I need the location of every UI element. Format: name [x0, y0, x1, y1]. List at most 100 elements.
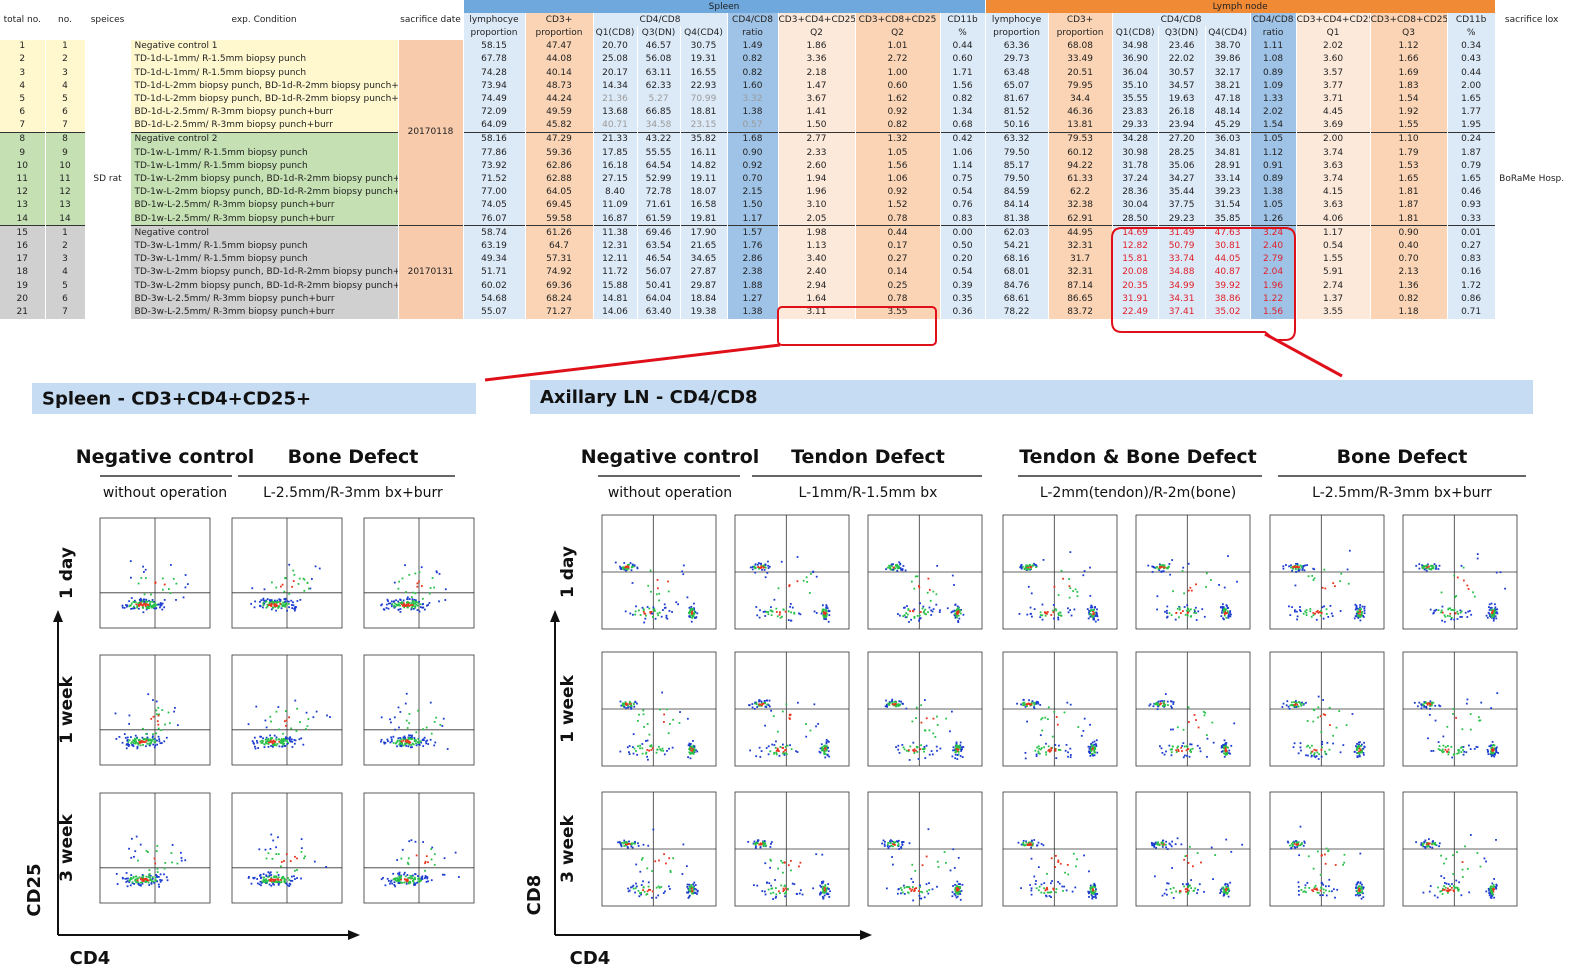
event-dot [929, 754, 931, 756]
event-dot [913, 588, 915, 590]
event-dot [652, 747, 654, 749]
event-dot [789, 717, 791, 719]
event-dot [415, 601, 417, 603]
event-dot [1094, 752, 1096, 754]
event-dot [1070, 704, 1072, 706]
event-dot [1462, 749, 1464, 751]
event-dot [1311, 575, 1313, 577]
event-dot [1155, 847, 1157, 849]
event-dot [633, 566, 635, 568]
event-dot [767, 613, 769, 615]
event-dot [1072, 590, 1074, 592]
event-dot [656, 593, 658, 595]
event-dot [1491, 614, 1493, 616]
event-dot [291, 738, 293, 740]
event-dot [1220, 615, 1222, 617]
event-dot [316, 711, 318, 713]
event-dot [920, 744, 922, 746]
event-dot [157, 720, 159, 722]
event-dot [1295, 563, 1297, 565]
event-dot [883, 840, 885, 842]
event-dot [1307, 755, 1309, 757]
event-dot [1218, 584, 1220, 586]
event-dot [1225, 617, 1227, 619]
event-dot [1164, 565, 1166, 567]
event-dot [687, 892, 689, 894]
event-dot [646, 756, 648, 758]
event-dot [291, 586, 293, 588]
event-dot [1298, 894, 1300, 896]
event-dot [650, 570, 652, 572]
event-dot [143, 601, 145, 603]
event-dot [900, 887, 902, 889]
event-dot [668, 885, 670, 887]
event-dot [670, 871, 672, 873]
event-dot [1490, 888, 1492, 890]
event-dot [683, 565, 685, 567]
event-dot [1360, 881, 1362, 883]
event-dot [1157, 708, 1159, 710]
event-dot [288, 885, 290, 887]
event-dot [171, 862, 173, 864]
event-dot [1463, 754, 1465, 756]
event-dot [1293, 701, 1295, 703]
event-dot [826, 741, 828, 743]
event-dot [691, 621, 693, 623]
event-dot [443, 718, 445, 720]
event-dot [909, 888, 911, 890]
event-dot [164, 862, 166, 864]
event-dot [938, 866, 940, 868]
event-dot [630, 846, 632, 848]
event-dot [286, 743, 288, 745]
event-dot [140, 878, 142, 880]
event-dot [795, 750, 797, 752]
event-dot [1168, 566, 1170, 568]
event-dot [1321, 756, 1323, 758]
event-dot [387, 600, 389, 602]
event-dot [912, 881, 914, 883]
event-dot [782, 747, 784, 749]
event-dot [400, 877, 402, 879]
event-dot [1171, 867, 1173, 869]
event-dot [1190, 751, 1192, 753]
event-dot [633, 733, 635, 735]
event-dot [690, 608, 692, 610]
event-dot [1197, 852, 1199, 854]
event-dot [760, 846, 762, 848]
event-dot [1347, 569, 1349, 571]
event-dot [1298, 566, 1300, 568]
event-dot [821, 743, 823, 745]
event-dot [1204, 714, 1206, 716]
event-dot [810, 730, 812, 732]
event-dot [1306, 614, 1308, 616]
event-dot [1447, 745, 1449, 747]
event-dot [1211, 847, 1213, 849]
event-dot [1316, 619, 1318, 621]
event-dot [1186, 749, 1188, 751]
event-dot [293, 875, 295, 877]
event-dot [1092, 754, 1094, 756]
event-dot [283, 743, 285, 745]
event-dot [768, 745, 770, 747]
event-dot [932, 888, 934, 890]
event-dot [1363, 608, 1365, 610]
event-dot [812, 887, 814, 889]
event-dot [897, 745, 899, 747]
event-dot [1190, 879, 1192, 881]
event-dot [952, 848, 954, 850]
event-dot [643, 726, 645, 728]
event-dot [917, 575, 919, 577]
event-dot [1069, 551, 1071, 553]
event-dot [1298, 752, 1300, 754]
event-dot [763, 611, 765, 613]
event-dot [622, 567, 624, 569]
event-dot [1418, 563, 1420, 565]
event-dot [1069, 597, 1071, 599]
event-dot [1352, 713, 1354, 715]
event-dot [418, 742, 420, 744]
event-dot [1041, 729, 1043, 731]
event-dot [1493, 744, 1495, 746]
event-dot [284, 606, 286, 608]
event-dot [1444, 889, 1446, 891]
event-dot [413, 743, 415, 745]
